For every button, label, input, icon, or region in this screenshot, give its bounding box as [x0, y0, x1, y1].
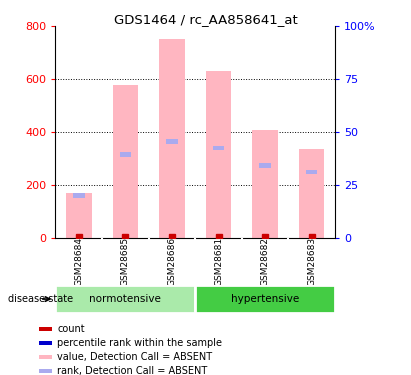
Bar — [299, 149, 325, 238]
Bar — [159, 39, 185, 238]
Text: value, Detection Call = ABSENT: value, Detection Call = ABSENT — [57, 352, 212, 362]
Text: hypertensive: hypertensive — [231, 294, 299, 304]
Bar — [120, 152, 131, 157]
Bar — [39, 369, 52, 373]
Text: count: count — [57, 324, 85, 334]
Bar — [166, 139, 178, 144]
Text: GSM28685: GSM28685 — [121, 237, 130, 286]
Text: GSM28683: GSM28683 — [307, 237, 316, 286]
Bar — [259, 163, 271, 168]
Text: rank, Detection Call = ABSENT: rank, Detection Call = ABSENT — [57, 366, 208, 375]
Text: GDS1464 / rc_AA858641_at: GDS1464 / rc_AA858641_at — [113, 13, 298, 26]
Bar — [39, 327, 52, 331]
Bar — [206, 71, 231, 238]
Bar — [113, 84, 138, 238]
Bar — [73, 194, 85, 198]
Bar — [213, 146, 224, 150]
Text: GSM28682: GSM28682 — [261, 237, 270, 286]
FancyBboxPatch shape — [55, 285, 195, 313]
Text: GSM28686: GSM28686 — [167, 237, 176, 286]
Text: disease state: disease state — [8, 294, 73, 304]
Text: GSM28684: GSM28684 — [74, 237, 83, 286]
FancyBboxPatch shape — [195, 285, 335, 313]
Bar — [252, 129, 278, 238]
Text: normotensive: normotensive — [90, 294, 161, 304]
Text: percentile rank within the sample: percentile rank within the sample — [57, 338, 222, 348]
Text: GSM28681: GSM28681 — [214, 237, 223, 286]
Bar — [39, 341, 52, 345]
Bar — [66, 193, 92, 238]
Bar — [39, 355, 52, 359]
Bar — [306, 170, 317, 174]
